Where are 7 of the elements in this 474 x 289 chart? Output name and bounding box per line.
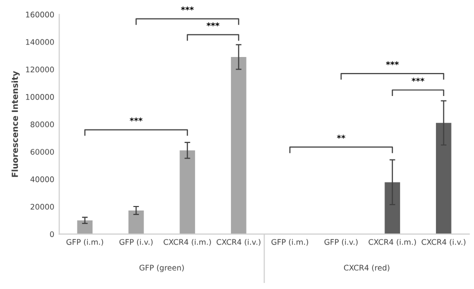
text: ***: [181, 6, 194, 10]
annotation: ***: [386, 61, 399, 66]
annotation: ***: [412, 78, 424, 82]
annotation: **: [336, 134, 346, 139]
y-axis-title: Fluorescence Intensity: [12, 71, 20, 177]
annotation: ***: [206, 22, 220, 26]
annotation: ***: [130, 117, 142, 122]
